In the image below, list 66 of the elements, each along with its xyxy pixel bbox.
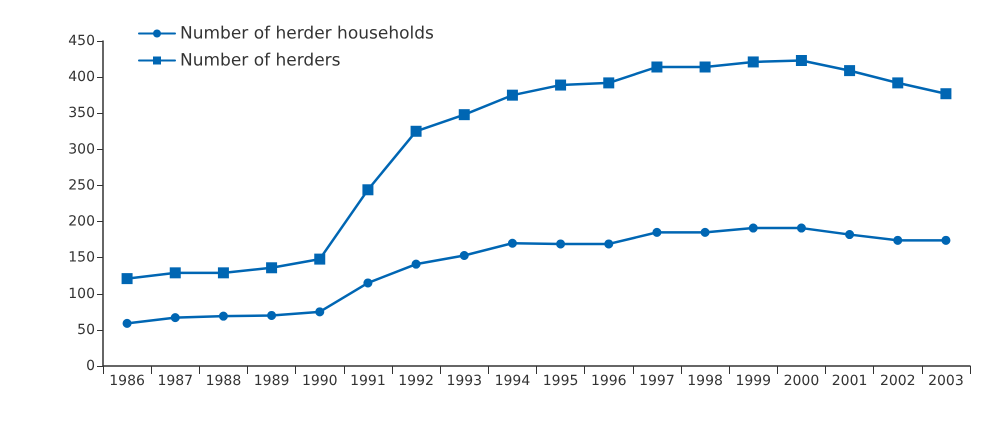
- point: [700, 62, 711, 72]
- point: [362, 184, 374, 196]
- point: [748, 224, 758, 233]
- point: [506, 90, 518, 101]
- x-tick-label: 2002: [880, 373, 916, 389]
- point: [556, 239, 566, 248]
- point: [844, 65, 856, 76]
- point: [941, 236, 950, 245]
- x-tick-label: 1992: [398, 373, 434, 389]
- point: [555, 80, 566, 91]
- point: [315, 307, 324, 316]
- x-tick-label: 1988: [206, 373, 242, 389]
- x-tick-label: 1986: [109, 373, 145, 389]
- point: [122, 318, 132, 328]
- point: [651, 62, 662, 72]
- point: [652, 228, 662, 237]
- y-tick-label: 450: [68, 33, 95, 49]
- point: [508, 238, 517, 248]
- x-tick-label: 1994: [494, 373, 530, 389]
- y-tick-label: 350: [68, 105, 95, 122]
- point: [363, 278, 372, 288]
- y-tick-label: 0: [86, 358, 95, 374]
- y-tick-label: 100: [68, 286, 95, 302]
- x-tick-label: 1989: [254, 373, 290, 389]
- x-tick-label: 2000: [784, 373, 820, 389]
- x-tick-label: 1993: [446, 373, 482, 389]
- point: [796, 224, 806, 233]
- point: [122, 273, 133, 284]
- point: [845, 230, 854, 240]
- point: [604, 239, 614, 248]
- x-tick-label: 1987: [157, 373, 194, 389]
- y-tick-label: 50: [77, 322, 95, 338]
- x-tick-label: 1999: [735, 373, 772, 389]
- point: [218, 312, 228, 321]
- point: [170, 313, 180, 322]
- point: [410, 126, 422, 137]
- point: [266, 262, 278, 274]
- point: [892, 77, 904, 88]
- y-tick-label: 150: [68, 250, 95, 266]
- y-tick-label: 300: [68, 141, 95, 158]
- point: [700, 228, 710, 237]
- point: [218, 267, 229, 278]
- y-tick-label: 400: [68, 69, 95, 86]
- x-tick-label: 1998: [687, 373, 723, 389]
- x-tick-label: 1997: [639, 373, 675, 389]
- point: [940, 88, 952, 100]
- point: [748, 56, 759, 68]
- point: [412, 260, 421, 269]
- x-tick-label: 1991: [350, 373, 386, 389]
- point: [460, 251, 469, 260]
- legend-label: Number of herder households: [180, 24, 434, 44]
- y-tick-label: 250: [68, 177, 95, 194]
- point: [603, 77, 614, 88]
- x-tick-label: 2003: [928, 373, 964, 389]
- point: [796, 55, 807, 66]
- y-tick-label: 200: [68, 214, 95, 230]
- point: [458, 109, 470, 120]
- x-tick-label: 1996: [590, 373, 627, 389]
- x-tick-label: 1990: [302, 373, 338, 389]
- point: [267, 310, 276, 320]
- legend-label: Number of herders: [180, 50, 341, 70]
- x-tick-label: 1995: [542, 373, 578, 389]
- point: [314, 254, 326, 265]
- point: [170, 267, 181, 278]
- point: [893, 236, 902, 245]
- x-tick-label: 2001: [832, 373, 868, 389]
